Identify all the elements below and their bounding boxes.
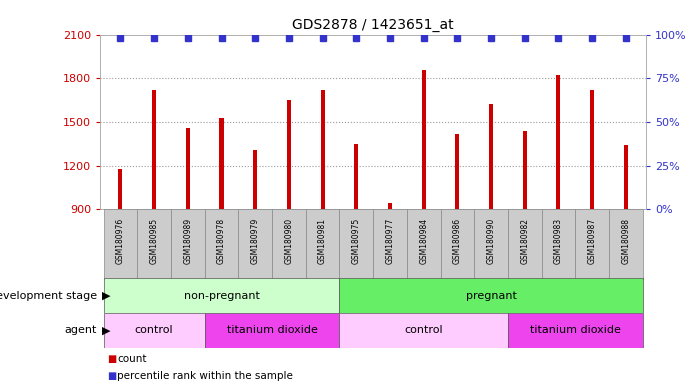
Bar <box>339 313 508 348</box>
Bar <box>422 70 426 209</box>
Bar <box>474 209 508 280</box>
Bar <box>171 209 205 280</box>
Title: GDS2878 / 1423651_at: GDS2878 / 1423651_at <box>292 18 454 32</box>
Text: GSM180983: GSM180983 <box>554 218 563 264</box>
Bar <box>339 209 373 280</box>
Bar <box>542 209 576 280</box>
Text: percentile rank within the sample: percentile rank within the sample <box>117 371 294 381</box>
Bar <box>373 209 407 280</box>
Text: GSM180981: GSM180981 <box>318 218 327 264</box>
Bar <box>104 313 205 348</box>
Bar <box>138 209 171 280</box>
Text: development stage: development stage <box>0 291 97 301</box>
Bar <box>523 131 527 209</box>
Bar <box>205 313 339 348</box>
Text: GSM180989: GSM180989 <box>183 218 192 264</box>
Bar <box>152 90 156 209</box>
Text: titanium dioxide: titanium dioxide <box>530 325 621 335</box>
Text: agent: agent <box>64 325 97 335</box>
Bar <box>238 209 272 280</box>
Text: GSM180984: GSM180984 <box>419 218 428 264</box>
Bar <box>508 313 643 348</box>
Bar <box>556 75 560 209</box>
Bar <box>253 150 257 209</box>
Text: GSM180988: GSM180988 <box>621 218 630 264</box>
Bar <box>609 209 643 280</box>
Bar <box>576 209 609 280</box>
Bar <box>388 204 392 209</box>
Text: GSM180986: GSM180986 <box>453 218 462 264</box>
Bar <box>339 278 643 313</box>
Text: count: count <box>117 354 147 364</box>
Bar <box>220 118 223 209</box>
Bar <box>407 209 441 280</box>
Bar <box>624 145 628 209</box>
Text: GSM180975: GSM180975 <box>352 218 361 264</box>
Bar <box>104 278 339 313</box>
Text: ▶: ▶ <box>102 325 110 335</box>
Bar <box>508 209 542 280</box>
Text: ■: ■ <box>107 371 116 381</box>
Bar <box>455 134 460 209</box>
Bar <box>287 100 291 209</box>
Bar <box>441 209 474 280</box>
Bar <box>354 144 359 209</box>
Bar <box>321 90 325 209</box>
Bar <box>104 209 138 280</box>
Text: GSM180976: GSM180976 <box>116 218 125 264</box>
Text: GSM180987: GSM180987 <box>587 218 596 264</box>
Text: GSM180982: GSM180982 <box>520 218 529 264</box>
Text: GSM180980: GSM180980 <box>285 218 294 264</box>
Text: control: control <box>135 325 173 335</box>
Text: ▶: ▶ <box>102 291 110 301</box>
Text: GSM180985: GSM180985 <box>150 218 159 264</box>
Bar <box>489 104 493 209</box>
Text: titanium dioxide: titanium dioxide <box>227 325 317 335</box>
Bar <box>305 209 339 280</box>
Text: ■: ■ <box>107 354 116 364</box>
Text: non-pregnant: non-pregnant <box>184 291 259 301</box>
Bar <box>272 209 305 280</box>
Bar <box>186 128 190 209</box>
Text: GSM180990: GSM180990 <box>486 218 495 264</box>
Bar <box>118 169 122 209</box>
Text: GSM180978: GSM180978 <box>217 218 226 264</box>
Text: pregnant: pregnant <box>466 291 516 301</box>
Text: GSM180979: GSM180979 <box>251 218 260 264</box>
Bar <box>205 209 238 280</box>
Bar <box>590 90 594 209</box>
Text: GSM180977: GSM180977 <box>386 218 395 264</box>
Text: control: control <box>404 325 443 335</box>
